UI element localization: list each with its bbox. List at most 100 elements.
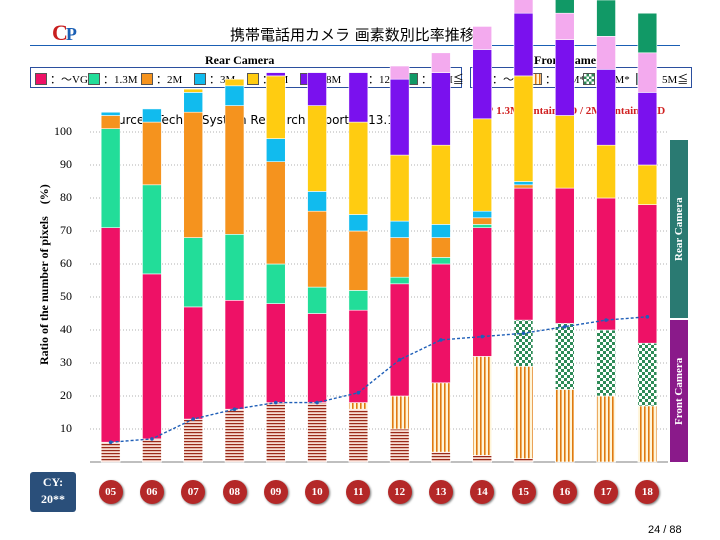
bar-segment — [307, 313, 327, 403]
bar-segment — [389, 65, 410, 80]
bar-segment — [224, 85, 245, 106]
page-title: 携帯電話用カメラ 画素数別比率推移 — [230, 26, 475, 44]
legend-item: ：～VGA — [35, 71, 96, 87]
bar-segment — [224, 105, 245, 235]
y-tick-label: 10 — [60, 421, 72, 435]
legend-item: ：2M — [141, 71, 182, 87]
year-label: 10 — [305, 480, 330, 504]
year-label: 08 — [222, 480, 247, 504]
bar-segment — [431, 382, 451, 453]
bar-segment — [183, 88, 204, 93]
bar-segment — [389, 220, 410, 238]
y-tick-label: 60 — [60, 256, 72, 270]
share-point — [521, 331, 526, 336]
bar-segment — [389, 276, 410, 285]
bar-segment — [224, 234, 245, 301]
year-label: 14 — [470, 480, 495, 504]
source-note: Source：Techno System Research Report 201… — [103, 113, 403, 127]
year-label: 17 — [594, 480, 619, 504]
y-tick-label: 20 — [60, 388, 72, 402]
title-underline — [30, 45, 680, 46]
bar-segment — [513, 75, 534, 182]
bar-segment — [183, 237, 204, 308]
bar-segment — [554, 39, 575, 116]
share-point — [315, 400, 319, 405]
share-point — [232, 407, 237, 412]
bar-segment — [389, 428, 410, 463]
bar-segment — [431, 451, 451, 463]
bar-segment — [307, 191, 327, 212]
share-point — [108, 440, 113, 445]
y-tick-label: 100 — [54, 124, 72, 138]
y-tick-label: 30 — [60, 355, 72, 369]
bar-segment — [307, 286, 327, 314]
bar-segment — [265, 303, 286, 403]
bar-segment — [596, 329, 616, 397]
bar-segment — [596, 69, 616, 146]
bar-segment — [265, 161, 286, 265]
bar-segment — [637, 12, 658, 54]
bar-segment — [554, 12, 575, 40]
bar-segment — [431, 257, 451, 265]
bar-segment — [265, 75, 286, 139]
bar-segment — [307, 402, 327, 463]
year-label: 11 — [346, 480, 371, 504]
share-point — [191, 417, 196, 421]
share-point — [480, 334, 485, 339]
legend-swatch — [35, 73, 47, 85]
logo: CP — [52, 20, 77, 45]
bar-segment — [100, 128, 121, 228]
bar-segment — [513, 184, 534, 189]
cy-label: CY: 20** — [30, 472, 76, 512]
bar-segment — [513, 187, 534, 321]
bar-segment — [348, 230, 369, 291]
bar-segment — [554, 115, 575, 189]
bar-segment — [554, 0, 575, 14]
bar-segment — [637, 405, 658, 463]
legend-swatch — [583, 73, 595, 85]
bar-segment — [183, 111, 204, 238]
share-point — [273, 400, 278, 405]
y-tick-label: 80 — [60, 190, 72, 204]
bar-segment — [389, 237, 410, 278]
legend-label: ：1.3M — [103, 74, 138, 86]
y-tick-label: 50 — [60, 289, 72, 303]
bar-segment — [513, 181, 534, 186]
legend-swatch — [247, 73, 259, 85]
year-label: 12 — [387, 480, 412, 504]
bar-segment — [596, 0, 616, 37]
legend-label: ：5M≦ — [651, 74, 689, 86]
bar-segment — [348, 214, 369, 232]
year-label: 06 — [139, 480, 164, 504]
bar-segment — [307, 210, 327, 288]
bar-segment — [389, 154, 410, 222]
bar-segment — [431, 72, 451, 146]
bar-segment — [637, 204, 658, 344]
year-label: 16 — [552, 480, 577, 504]
share-point — [604, 318, 608, 322]
bar-segment — [348, 408, 369, 463]
bar-segment — [431, 237, 451, 258]
bar-segment — [431, 144, 451, 225]
bar-segment — [513, 319, 534, 367]
bar-segment — [389, 395, 410, 430]
bar-segment — [100, 227, 121, 443]
share-point — [356, 390, 361, 395]
bar-segment — [142, 121, 162, 186]
bar-segment — [100, 441, 121, 463]
bar-segment — [307, 105, 327, 192]
bar-segment — [554, 389, 575, 463]
legend-item: ：1.3M — [88, 71, 138, 87]
bar-segment — [596, 197, 616, 331]
bar-segment — [142, 438, 162, 463]
bar-segment — [637, 342, 658, 407]
bar-segment — [431, 52, 451, 73]
legend-swatch — [88, 73, 100, 85]
bar-segment — [596, 144, 616, 199]
bar-segment — [472, 217, 493, 225]
bar-segment — [596, 35, 616, 70]
rear-camera-side-tab: Rear Camera — [670, 140, 688, 318]
bar-segment — [554, 187, 575, 324]
